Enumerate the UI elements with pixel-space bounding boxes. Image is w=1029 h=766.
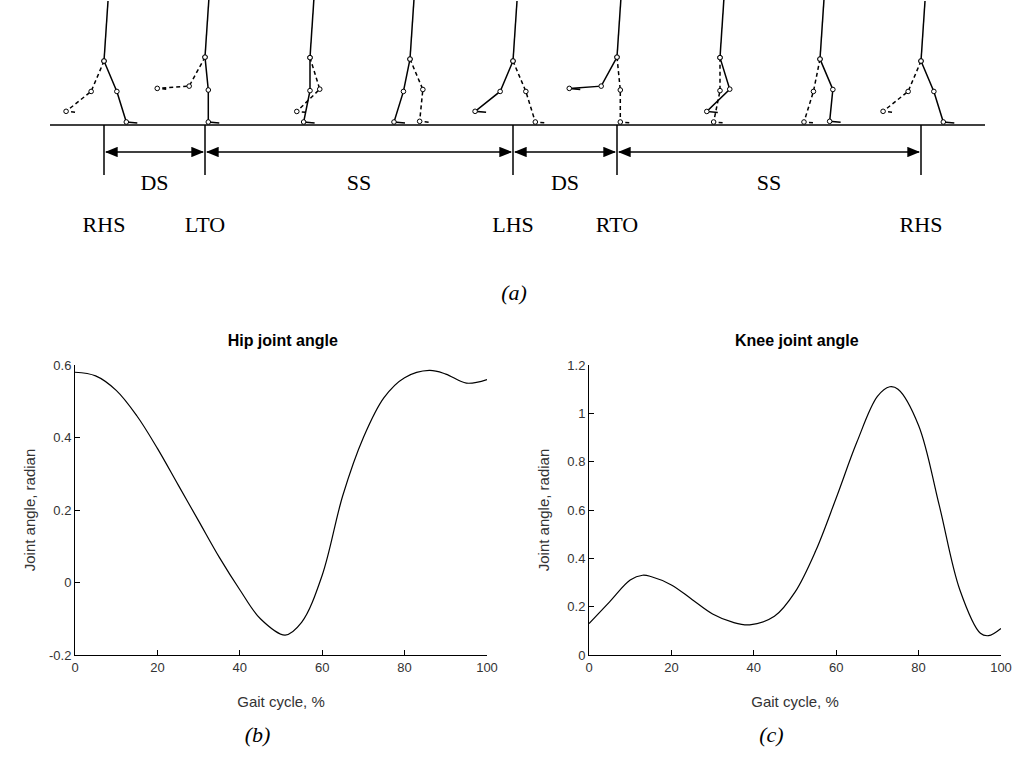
svg-text:0.6: 0.6: [53, 358, 71, 373]
svg-text:0.6: 0.6: [567, 503, 585, 518]
svg-text:DS: DS: [140, 170, 168, 195]
svg-text:1.2: 1.2: [567, 358, 585, 373]
svg-text:100: 100: [476, 660, 498, 675]
svg-text:RHS: RHS: [83, 212, 126, 237]
html-text:(b): (b): [244, 722, 271, 747]
svg-text:0: 0: [64, 575, 71, 590]
svg-text:60: 60: [829, 660, 843, 675]
svg-text:Gait cycle, %: Gait cycle, %: [237, 693, 325, 710]
svg-text:Gait cycle, %: Gait cycle, %: [751, 693, 839, 710]
svg-text:Knee joint angle: Knee joint angle: [735, 332, 859, 349]
svg-text:40: 40: [233, 660, 247, 675]
svg-text:LTO: LTO: [185, 212, 225, 237]
svg-text:Hip joint angle: Hip joint angle: [228, 332, 338, 349]
svg-text:(a): (a): [501, 280, 527, 305]
svg-text:20: 20: [150, 660, 164, 675]
svg-text:0.8: 0.8: [567, 454, 585, 469]
svg-text:0.4: 0.4: [53, 430, 71, 445]
html-text:(c): (c): [759, 722, 784, 747]
svg-text:0: 0: [578, 648, 585, 663]
svg-text:-0.2: -0.2: [49, 648, 71, 663]
svg-text:0: 0: [585, 660, 592, 675]
svg-text:80: 80: [397, 660, 411, 675]
svg-text:60: 60: [315, 660, 329, 675]
svg-text:40: 40: [747, 660, 761, 675]
svg-text:Joint angle, radian: Joint angle, radian: [535, 449, 552, 572]
svg-text:0.4: 0.4: [567, 551, 585, 566]
svg-text:RTO: RTO: [596, 212, 638, 237]
svg-text:0.2: 0.2: [567, 599, 585, 614]
svg-text:Joint angle, radian: Joint angle, radian: [21, 449, 38, 572]
svg-text:0.2: 0.2: [53, 503, 71, 518]
svg-text:0: 0: [71, 660, 78, 675]
svg-text:100: 100: [990, 660, 1012, 675]
svg-text:SS: SS: [757, 170, 781, 195]
svg-text:LHS: LHS: [492, 212, 534, 237]
svg-text:RHS: RHS: [900, 212, 943, 237]
svg-text:SS: SS: [347, 170, 371, 195]
svg-text:20: 20: [664, 660, 678, 675]
svg-text:DS: DS: [551, 170, 579, 195]
svg-text:80: 80: [911, 660, 925, 675]
svg-text:1: 1: [578, 406, 585, 421]
